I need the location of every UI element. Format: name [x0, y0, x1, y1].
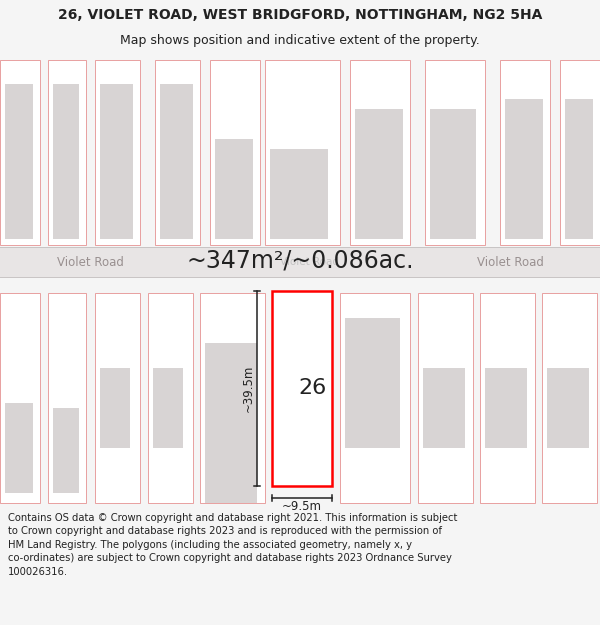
Bar [547, 368, 589, 448]
Bar [205, 343, 257, 503]
Bar [345, 318, 400, 448]
Bar [48, 293, 86, 503]
Bar [542, 293, 597, 503]
Text: 26, VIOLET ROAD, WEST BRIDGFORD, NOTTINGHAM, NG2 5HA: 26, VIOLET ROAD, WEST BRIDGFORD, NOTTING… [58, 8, 542, 21]
Bar [148, 293, 193, 503]
Bar [155, 60, 200, 245]
Bar [418, 293, 473, 503]
Bar [95, 293, 140, 503]
Text: Violet Road: Violet Road [56, 256, 124, 269]
Bar [5, 84, 33, 239]
Bar [355, 109, 403, 239]
Text: Contains OS data © Crown copyright and database right 2021. This information is : Contains OS data © Crown copyright and d… [8, 512, 457, 577]
Bar [0, 293, 40, 503]
Bar [340, 293, 410, 503]
Text: Violet Road: Violet Road [281, 257, 340, 267]
Bar [153, 368, 183, 448]
Bar [350, 60, 410, 245]
Bar [215, 139, 253, 239]
Bar [423, 368, 465, 448]
Text: ~39.5m: ~39.5m [241, 365, 254, 413]
Text: 26: 26 [298, 379, 326, 399]
Bar [265, 60, 340, 245]
Text: Map shows position and indicative extent of the property.: Map shows position and indicative extent… [120, 34, 480, 47]
Bar [480, 293, 535, 503]
Bar [485, 368, 527, 448]
Bar [210, 60, 260, 245]
Bar [53, 408, 79, 493]
Bar [565, 99, 593, 239]
Bar [100, 368, 130, 448]
Bar [505, 99, 543, 239]
Bar [100, 84, 133, 239]
Text: ~9.5m: ~9.5m [282, 499, 322, 512]
Bar [53, 84, 79, 239]
Text: ~347m²/~0.086ac.: ~347m²/~0.086ac. [186, 249, 414, 273]
Bar [0, 247, 600, 277]
Text: Violet Road: Violet Road [476, 256, 544, 269]
Bar [272, 291, 332, 486]
Bar [200, 293, 265, 503]
Bar [95, 60, 140, 245]
Bar [0, 60, 40, 245]
Bar [560, 60, 600, 245]
Bar [48, 60, 86, 245]
Bar [425, 60, 485, 245]
Bar [430, 109, 476, 239]
Bar [500, 60, 550, 245]
Bar [270, 149, 328, 239]
Bar [5, 403, 33, 493]
Bar [160, 84, 193, 239]
